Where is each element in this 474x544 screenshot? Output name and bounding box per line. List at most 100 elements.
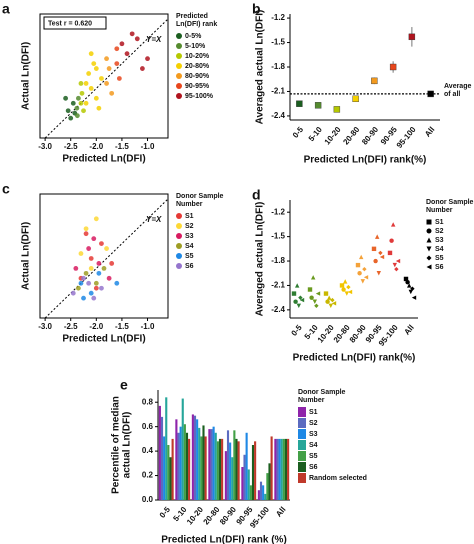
y-tick-label: -2.1 <box>271 281 285 290</box>
point <box>74 113 80 119</box>
legend-swatch <box>298 440 306 450</box>
legend-swatch <box>176 83 182 89</box>
legend-swatch <box>176 233 182 239</box>
marker <box>295 283 300 288</box>
marker <box>426 246 432 252</box>
marker <box>325 299 330 304</box>
y-tick-label: -2.4 <box>271 111 285 120</box>
plot-frame <box>39 193 169 319</box>
point <box>73 266 79 271</box>
bar <box>169 457 172 500</box>
point <box>96 261 102 266</box>
point <box>68 115 74 121</box>
point <box>114 280 120 286</box>
point <box>99 76 104 81</box>
legend-title: Donor Sample <box>298 389 346 396</box>
marker <box>378 250 383 256</box>
legend-label: S4 <box>435 246 444 253</box>
annotation: Test r = 0.620 <box>48 20 92 27</box>
bar <box>165 397 168 500</box>
legend-label: 10-20% <box>185 53 210 60</box>
marker <box>405 279 410 285</box>
legend-label: 80-90% <box>185 73 210 80</box>
x-tick-label: All <box>423 125 436 139</box>
reference-label: Average <box>444 83 471 90</box>
legend-label: S3 <box>309 431 318 438</box>
point <box>81 275 86 281</box>
legend-swatch <box>176 213 182 219</box>
legend-label: S6 <box>309 464 318 471</box>
marker <box>426 228 432 234</box>
bar <box>243 454 246 500</box>
point <box>93 280 99 286</box>
x-tick-label: -1.5 <box>115 322 129 331</box>
panel-letter: d <box>252 187 261 203</box>
bar <box>280 438 283 500</box>
legend-swatch <box>176 73 182 79</box>
legend-label: S2 <box>185 223 194 230</box>
point <box>70 100 76 106</box>
legend-label: S1 <box>435 219 444 226</box>
marker <box>315 291 321 296</box>
bar <box>229 442 232 500</box>
plot-frame <box>39 13 169 139</box>
legend-label: 0-5% <box>185 33 202 40</box>
bar <box>171 438 174 500</box>
point <box>104 246 109 251</box>
legend-swatch <box>298 462 306 472</box>
point <box>114 61 120 66</box>
bar <box>188 438 191 500</box>
bar <box>284 438 288 500</box>
bar <box>268 463 271 500</box>
marker <box>408 33 416 41</box>
point <box>83 81 89 86</box>
point <box>124 51 130 57</box>
x-axis-label: Predicted Ln(DFI) <box>62 154 145 165</box>
marker <box>347 289 353 295</box>
x-tick-label: -1.0 <box>141 322 155 331</box>
marker <box>309 295 314 300</box>
bar <box>264 493 267 500</box>
legend-swatch <box>176 223 182 229</box>
bar <box>177 432 180 500</box>
x-tick-label: All <box>274 505 287 519</box>
point <box>88 266 94 271</box>
legend-label: S1 <box>185 213 194 220</box>
point <box>93 66 99 71</box>
bar <box>158 405 161 500</box>
point <box>91 61 97 66</box>
marker <box>293 299 298 304</box>
point <box>79 90 85 96</box>
point <box>104 56 109 62</box>
bar <box>204 436 207 500</box>
diagonal-label: Y=X <box>146 35 162 44</box>
x-tick-label: 95-100 <box>395 125 418 150</box>
point <box>101 266 107 271</box>
legend-swatch <box>176 93 182 99</box>
bar <box>226 430 230 500</box>
marker <box>312 299 317 304</box>
legend-label: 5-10% <box>185 43 206 50</box>
point <box>104 81 109 86</box>
legend-title: Donor Sample <box>176 193 224 200</box>
x-tick-label: 5-10 <box>307 125 325 143</box>
point <box>78 81 84 86</box>
point <box>129 31 135 37</box>
legend-title: Predicted <box>176 13 208 20</box>
marker <box>392 262 397 268</box>
legend-label: S5 <box>185 253 194 260</box>
marker <box>331 301 337 306</box>
marker <box>371 246 377 252</box>
x-tick-label: 80-90 <box>218 505 238 527</box>
legend-swatch <box>176 263 182 269</box>
point <box>78 100 84 106</box>
bar <box>287 438 290 500</box>
marker <box>376 271 381 276</box>
y-axis-label: Averaged actual Ln(DFI) <box>255 202 266 317</box>
marker <box>426 264 432 270</box>
point <box>83 100 89 106</box>
point <box>88 86 94 91</box>
bar <box>224 451 227 500</box>
bar <box>175 419 178 500</box>
